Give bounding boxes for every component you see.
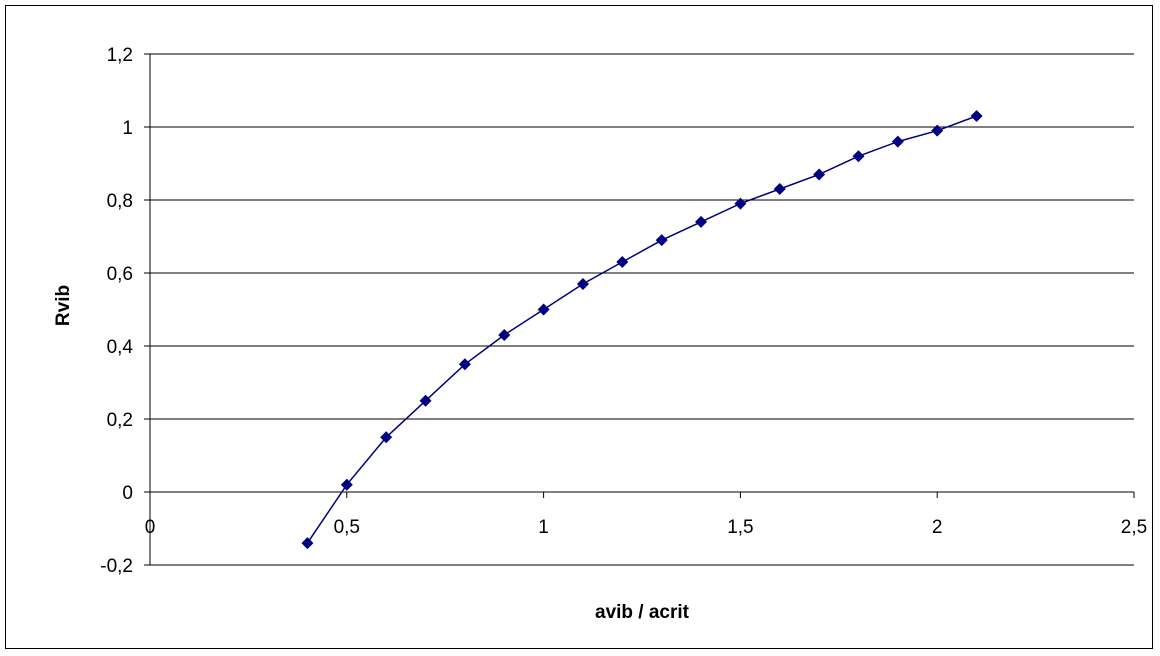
gridlines bbox=[150, 53, 1134, 566]
data-point-16 bbox=[931, 124, 944, 137]
data-point-6 bbox=[537, 303, 550, 316]
data-point-17 bbox=[970, 110, 983, 123]
data-point-3 bbox=[419, 394, 432, 407]
data-point-1 bbox=[340, 478, 353, 491]
data-point-10 bbox=[695, 215, 708, 228]
y-tick-label-4: 0,6 bbox=[107, 264, 133, 285]
y-tick-label-7: 1,2 bbox=[107, 45, 133, 66]
y-tick-label-3: 0,4 bbox=[107, 337, 134, 358]
y-tick-label-1: 0 bbox=[122, 483, 133, 504]
y-axis-title: Rvib bbox=[53, 285, 74, 326]
data-point-13 bbox=[813, 168, 826, 181]
x-axis-title: avib / acrit bbox=[595, 602, 690, 623]
data-series bbox=[301, 110, 983, 550]
data-point-8 bbox=[616, 256, 629, 269]
x-tick-label-0: 0 bbox=[145, 517, 156, 538]
data-point-5 bbox=[498, 329, 511, 342]
y-tick-label-2: 0,2 bbox=[107, 410, 133, 431]
data-point-4 bbox=[458, 358, 471, 371]
series-line-0 bbox=[306, 115, 977, 544]
data-point-12 bbox=[773, 183, 786, 196]
data-point-7 bbox=[576, 277, 589, 290]
data-point-2 bbox=[380, 431, 393, 444]
axes bbox=[144, 53, 1135, 566]
y-tick-label-6: 1 bbox=[122, 118, 133, 139]
y-tick-label-5: 0,8 bbox=[107, 191, 133, 212]
x-tick-label-2: 1 bbox=[538, 517, 549, 538]
data-point-14 bbox=[852, 150, 865, 163]
y-tick-label-0: -0,2 bbox=[100, 556, 133, 577]
x-tick-label-1: 0,5 bbox=[334, 517, 360, 538]
x-tick-label-4: 2 bbox=[932, 517, 943, 538]
data-point-11 bbox=[734, 197, 747, 210]
x-tick-label-3: 1,5 bbox=[727, 517, 753, 538]
data-point-15 bbox=[891, 135, 904, 148]
chart-frame bbox=[5, 5, 1153, 649]
data-point-0 bbox=[301, 537, 314, 550]
x-tick-label-5: 2,5 bbox=[1121, 517, 1147, 538]
tick-labels: -0,2 0 0,2 0,4 0,6 0,8 1 1,2 0 0,5 1 1,5 2 2,5 bbox=[100, 45, 1147, 577]
data-point-9 bbox=[655, 234, 668, 247]
